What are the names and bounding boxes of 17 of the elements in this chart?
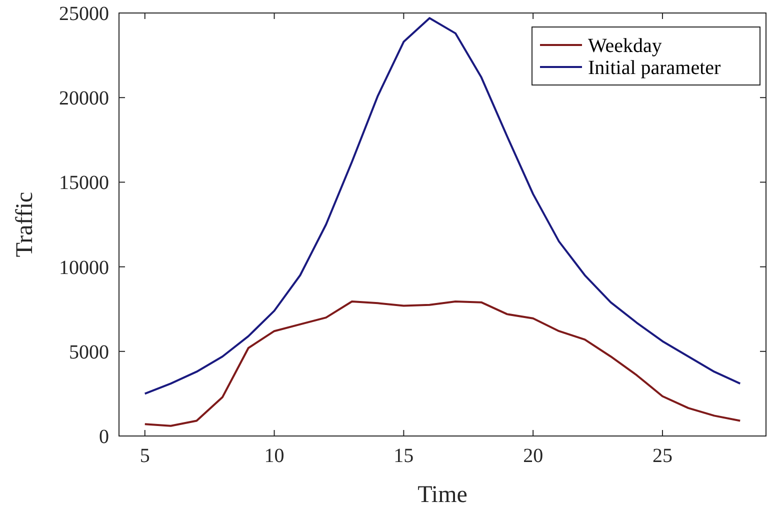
y-tick-label: 20000 xyxy=(59,88,109,110)
y-axis-title: Traffic xyxy=(12,192,38,258)
y-tick-label: 10000 xyxy=(59,256,109,279)
x-tick-label: 20 xyxy=(523,445,544,467)
x-tick-label: 5 xyxy=(140,445,150,467)
y-tick-label: 5000 xyxy=(69,341,109,364)
y-tick-label: 25000 xyxy=(59,3,109,25)
x-tick-label: 15 xyxy=(394,445,414,467)
y-tick-label: 0 xyxy=(99,426,109,448)
x-axis-title: Time xyxy=(418,482,468,508)
line-series xyxy=(144,300,742,427)
x-tick-label: 10 xyxy=(264,445,284,467)
line-series xyxy=(144,17,742,395)
legend-label: Initial parameter xyxy=(588,57,722,79)
y-tick-label: 15000 xyxy=(59,172,109,194)
legend-label: Weekday xyxy=(588,35,662,57)
x-tick-label: 25 xyxy=(652,445,672,467)
